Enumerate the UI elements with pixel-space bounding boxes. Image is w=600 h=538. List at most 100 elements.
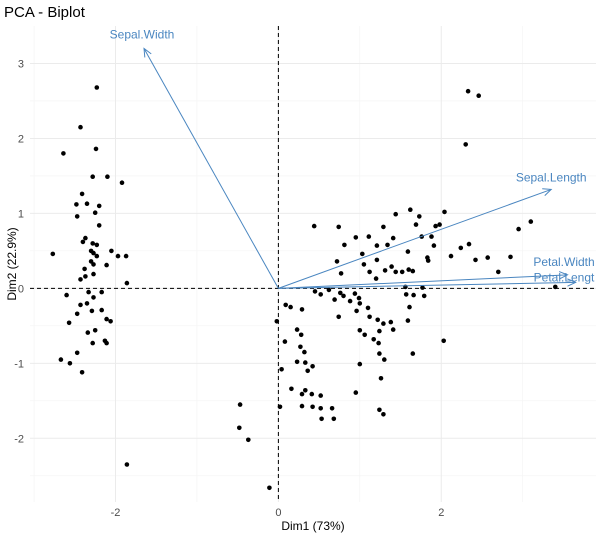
- data-point: [385, 242, 390, 248]
- data-point: [109, 248, 114, 254]
- data-point: [353, 390, 359, 395]
- y-tick-label: -2: [14, 433, 24, 445]
- data-point: [403, 292, 409, 297]
- data-point: [80, 239, 86, 245]
- arrow-petal-width: [278, 274, 568, 289]
- data-point: [342, 242, 347, 248]
- data-point: [377, 407, 382, 413]
- data-point: [93, 146, 99, 152]
- data-point: [390, 235, 396, 241]
- data-point: [84, 301, 90, 306]
- label-petal-width: Petal.Width: [533, 255, 594, 269]
- data-point: [338, 271, 344, 276]
- data-point: [354, 308, 359, 314]
- data-point: [104, 316, 109, 322]
- arrowhead-sepal-length: [542, 188, 553, 197]
- grid: [30, 26, 596, 502]
- x-axis-title: Dim1 (73%): [281, 519, 344, 533]
- data-point: [442, 209, 447, 215]
- data-point: [105, 174, 110, 179]
- data-point: [104, 340, 109, 346]
- y-tick-label: 3: [18, 58, 24, 70]
- data-point: [74, 350, 80, 356]
- data-point: [99, 307, 104, 313]
- data-point: [108, 319, 113, 324]
- data-point: [407, 304, 412, 310]
- data-point: [90, 174, 95, 179]
- data-point: [86, 289, 91, 295]
- arrowhead-petal-length: [567, 278, 577, 287]
- data-point: [58, 357, 64, 362]
- data-point: [389, 264, 394, 269]
- data-point: [282, 339, 288, 344]
- data-point: [410, 268, 416, 274]
- data-point: [61, 151, 66, 156]
- data-point: [476, 93, 482, 98]
- data-point: [91, 262, 96, 267]
- data-point: [79, 370, 85, 375]
- data-point: [388, 319, 394, 325]
- data-point: [124, 280, 130, 286]
- data-point: [381, 224, 386, 230]
- data-point: [410, 351, 416, 356]
- data-point: [393, 211, 399, 217]
- data-point: [94, 242, 100, 248]
- data-point: [92, 328, 98, 333]
- data-point: [237, 425, 242, 431]
- data-point: [352, 291, 358, 296]
- data-point: [399, 269, 405, 275]
- data-point: [463, 142, 469, 147]
- data-point: [411, 292, 416, 298]
- y-axis-title: Dim2 (22.9%): [5, 227, 19, 300]
- data-point: [115, 253, 121, 259]
- data-point: [85, 330, 91, 335]
- data-point: [378, 376, 384, 381]
- arrowhead-sepal-width: [143, 47, 152, 58]
- data-point: [298, 332, 304, 338]
- data-point: [366, 234, 372, 239]
- label-petal-length: Petal.Lengt: [534, 270, 595, 284]
- data-point: [74, 214, 80, 219]
- data-point: [90, 340, 95, 346]
- data-point: [429, 234, 434, 239]
- data-point: [294, 327, 300, 332]
- data-point: [50, 251, 56, 257]
- reference-lines: [30, 26, 596, 502]
- data-point: [318, 292, 324, 297]
- data-point: [382, 357, 387, 362]
- data-point: [89, 308, 95, 314]
- data-point: [390, 327, 396, 332]
- data-point: [303, 360, 308, 365]
- data-point: [381, 321, 386, 326]
- data-point: [74, 202, 79, 207]
- data-point: [357, 301, 363, 306]
- data-point: [393, 269, 399, 275]
- data-point: [448, 253, 454, 259]
- data-point: [90, 241, 95, 246]
- data-point: [362, 332, 368, 338]
- data-point: [485, 255, 491, 260]
- y-tick-label: 0: [18, 283, 24, 295]
- data-point: [441, 338, 447, 344]
- data-point: [341, 293, 346, 299]
- data-point: [417, 214, 422, 219]
- data-point: [92, 210, 98, 215]
- data-point: [302, 349, 307, 355]
- data-point: [91, 250, 96, 256]
- data-point: [94, 85, 100, 90]
- data-point: [360, 251, 365, 257]
- data-point: [318, 406, 324, 411]
- data-point: [332, 297, 337, 302]
- data-point: [405, 249, 411, 254]
- data-point: [408, 207, 413, 212]
- data-point: [413, 222, 419, 227]
- data-point: [94, 253, 100, 259]
- data-point: [78, 302, 83, 308]
- data-point: [356, 295, 362, 301]
- data-point: [91, 271, 96, 277]
- data-point: [310, 404, 315, 410]
- data-point: [466, 241, 472, 247]
- data-point: [425, 258, 431, 263]
- data-point: [465, 88, 471, 94]
